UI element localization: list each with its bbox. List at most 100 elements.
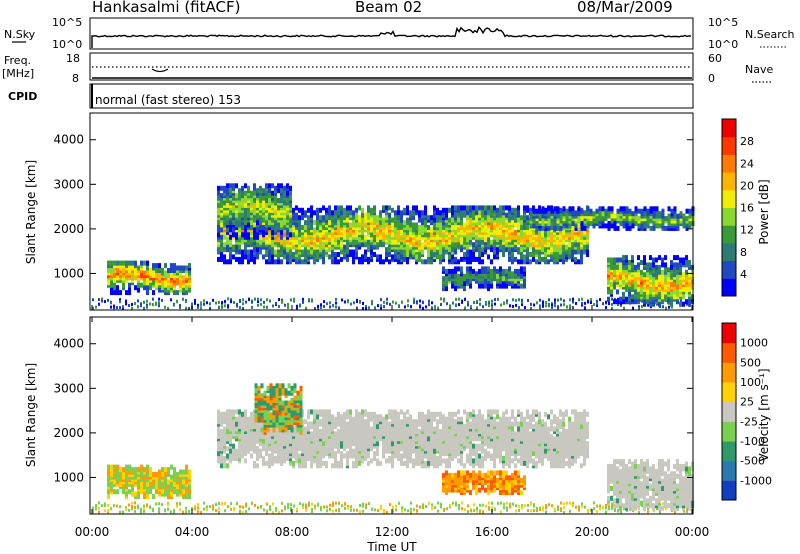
- heatmap-cell: [434, 506, 436, 510]
- heatmap-cell: [613, 221, 617, 226]
- heatmap-cell: [277, 259, 280, 265]
- heatmap-cell: [481, 205, 484, 211]
- heatmap-cell: [116, 469, 119, 475]
- heatmap-cell: [430, 232, 433, 238]
- heatmap-cell: [502, 249, 505, 255]
- heatmap-cell: [290, 298, 292, 302]
- heatmap-cell: [524, 306, 526, 310]
- heatmap-cell: [308, 501, 310, 505]
- heatmap-cell: [128, 464, 131, 470]
- heatmap-cell: [209, 302, 211, 306]
- heatmap-cell: [365, 305, 367, 309]
- heatmap-cell: [523, 215, 526, 221]
- heatmap-cell: [119, 300, 121, 304]
- heatmap-cell: [272, 502, 274, 506]
- heatmap-cell: [170, 263, 173, 269]
- heatmap-cell: [421, 217, 424, 223]
- heatmap-cell: [511, 247, 514, 253]
- heatmap-cell: [517, 259, 520, 265]
- heatmap-cell: [442, 254, 445, 260]
- heatmap-cell: [685, 255, 688, 261]
- heatmap-cell: [229, 220, 232, 226]
- heatmap-cell: [346, 205, 349, 211]
- heatmap-cell: [310, 249, 313, 255]
- heatmap-cell: [182, 469, 185, 475]
- colorbar-tick-label: 24: [740, 157, 754, 170]
- heatmap-cell: [284, 505, 286, 509]
- heatmap-cell: [344, 300, 346, 304]
- heatmap-cell: [146, 290, 149, 296]
- heatmap-cell: [223, 185, 226, 191]
- heatmap-cell: [293, 299, 295, 303]
- heatmap-cell: [113, 469, 116, 475]
- heatmap-cell: [253, 183, 256, 189]
- heatmap-cell: [256, 227, 259, 233]
- heatmap-cell: [221, 502, 223, 506]
- heatmap-cell: [107, 268, 110, 273]
- heatmap-cell: [146, 489, 149, 495]
- heatmap-cell: [616, 257, 619, 263]
- heatmap-cell: [241, 411, 244, 417]
- heatmap-cell: [493, 215, 496, 221]
- heatmap-cell: [410, 507, 412, 511]
- heatmap-cell: [232, 443, 235, 449]
- heatmap-cell: [143, 491, 146, 497]
- heatmap-cell: [370, 232, 373, 238]
- heatmap-cell: [523, 239, 526, 245]
- heatmap-cell: [490, 205, 493, 211]
- heatmap-cell: [134, 501, 136, 505]
- heatmap-cell: [226, 463, 229, 469]
- heatmap-cell: [245, 504, 247, 508]
- heatmap-cell: [380, 304, 382, 308]
- heatmap-cell: [173, 474, 176, 480]
- heatmap-cell: [463, 210, 466, 216]
- heatmap-cell: [541, 232, 544, 238]
- heatmap-cell: [523, 266, 526, 272]
- heatmap-cell: [449, 503, 451, 507]
- heatmap-cell: [229, 183, 232, 189]
- heatmap-cell: [143, 300, 145, 304]
- heatmap-cell: [520, 283, 523, 289]
- heatmap-cell: [521, 504, 523, 508]
- heatmap-cell: [128, 304, 130, 308]
- heatmap-cell: [517, 222, 520, 228]
- heatmap-cell: [179, 502, 181, 506]
- heatmap-cell: [671, 305, 673, 309]
- heatmap-cell: [590, 508, 592, 512]
- heatmap-cell: [580, 208, 584, 214]
- heatmap-cell: [580, 249, 583, 255]
- heatmap-cell: [289, 232, 292, 238]
- heatmap-cell: [662, 305, 664, 309]
- heatmap-cell: [244, 409, 247, 415]
- heatmap-cell: [544, 208, 548, 214]
- heatmap-cell: [509, 304, 511, 308]
- heatmap-cell: [458, 507, 460, 511]
- heatmap-cell: [194, 301, 196, 305]
- heatmap-cell: [613, 257, 616, 263]
- heatmap-cell: [262, 438, 265, 444]
- heatmap-cell: [256, 220, 259, 226]
- heatmap-cell: [334, 205, 337, 211]
- heatmap-cell: [410, 511, 412, 515]
- heatmap-cell: [511, 220, 514, 226]
- heatmap-cell: [496, 273, 499, 279]
- heatmap-cell: [302, 503, 304, 507]
- heatmap-cell: [262, 242, 265, 248]
- heatmap-cell: [253, 436, 256, 442]
- colorbar-tick-label: 8: [740, 246, 747, 259]
- heatmap-cell: [686, 509, 688, 513]
- heatmap-cell: [526, 205, 529, 211]
- cpid-text: normal (fast stereo) 153: [95, 93, 241, 107]
- heatmap-cell: [418, 225, 421, 230]
- heatmap-cell: [262, 456, 265, 461]
- heatmap-cell: [280, 195, 283, 201]
- heatmap-cell: [623, 306, 625, 310]
- heatmap-cell: [212, 298, 214, 302]
- heatmap-cell: [251, 300, 253, 304]
- heatmap-cell: [391, 225, 394, 230]
- heatmap-cell: [226, 446, 229, 452]
- heatmap-cell: [502, 244, 505, 250]
- heatmap-cell: [350, 302, 352, 306]
- heatmap-cell: [305, 306, 307, 310]
